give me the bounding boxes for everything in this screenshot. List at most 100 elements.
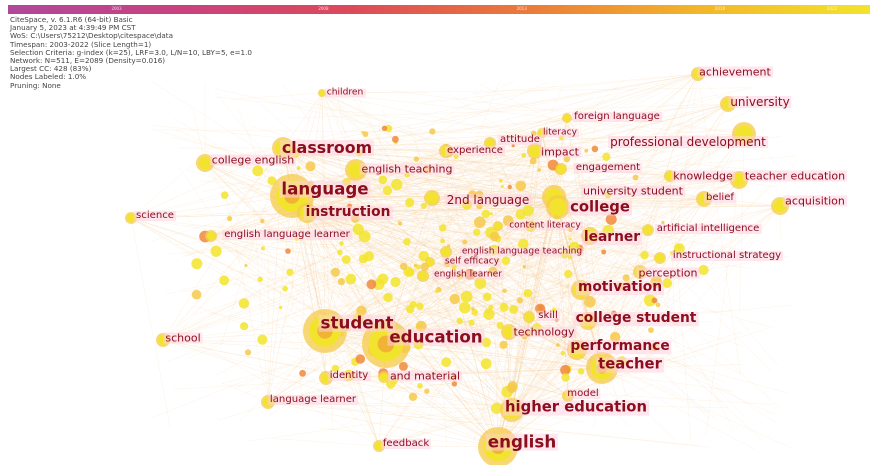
network-link [494,138,569,397]
keyword-label-belief[interactable]: belief [704,191,736,204]
network-node [473,228,481,236]
keyword-label-teacher[interactable]: teacher [596,355,664,373]
keyword-label-instruction[interactable]: instruction [303,204,393,221]
keyword-node-artificial-intelligence[interactable] [642,224,654,236]
network-link [231,168,562,297]
node-core [418,271,428,281]
keyword-label-technology[interactable]: technology [511,325,577,339]
network-link [234,179,740,389]
network-node [515,180,527,192]
keyword-label-teacher-education[interactable]: teacher education [742,169,848,183]
keyword-label-engagement[interactable]: engagement [573,161,643,174]
keyword-label-content-literacy[interactable]: content literacy [507,220,583,231]
keyword-label-model[interactable]: model [565,387,601,400]
network-link [511,289,582,411]
meta-source: WoS: C:\Users\75212\Desktop\citespace\da… [10,31,173,41]
network-link [541,86,564,134]
keyword-label-2nd-language[interactable]: 2nd language [444,193,532,207]
network-node [676,244,682,250]
network-node [521,152,527,158]
keyword-label-achievement[interactable]: achievement [697,65,773,79]
keyword-label-university[interactable]: university [728,95,792,109]
keyword-label-children[interactable]: children [324,87,366,98]
network-link [157,129,543,134]
keyword-node-self-efficacy[interactable] [425,257,435,267]
network-link [378,150,708,447]
keyword-label-english-teaching[interactable]: english teaching [359,162,455,176]
node-core [379,372,389,382]
keyword-label-professional-development[interactable]: professional development [608,135,768,149]
keyword-label-english-language-teaching[interactable]: english language teaching [459,246,585,257]
keyword-node-content-literacy[interactable] [493,221,503,231]
keyword-node-skill[interactable] [523,311,535,323]
keyword-node-impact[interactable] [527,143,543,159]
network-node [491,402,502,414]
keyword-label-language-learner[interactable]: language learner [267,393,359,406]
keyword-label-and-material[interactable]: and material [387,369,463,383]
keyword-label-education[interactable]: education [387,326,485,347]
keyword-node-2nd-language[interactable] [424,190,440,206]
keyword-node-english-language-learner[interactable] [205,230,217,242]
keyword-label-artificial-intelligence[interactable]: artificial intelligence [654,222,762,235]
network-link [194,305,385,378]
keyword-label-instructional-strategy[interactable]: instructional strategy [670,249,784,262]
keyword-label-perception[interactable]: perception [636,266,700,280]
network-link [325,377,499,448]
keyword-label-motivation[interactable]: motivation [575,279,665,296]
keyword-label-skill[interactable]: skill [536,309,560,322]
keyword-label-college-english[interactable]: college english [209,153,297,167]
keyword-node-foreign-language[interactable] [562,113,572,123]
keyword-label-learner[interactable]: learner [581,229,643,246]
network-node [362,131,369,138]
network-link [495,306,603,369]
network-node [244,264,248,267]
network-link [306,212,569,397]
keyword-label-performance[interactable]: performance [568,338,672,355]
network-link [474,103,729,171]
keyword-label-college[interactable]: college [568,198,632,216]
keyword-label-student[interactable]: student [318,312,396,333]
keyword-label-foreign-language[interactable]: foreign language [572,110,662,123]
keyword-node-and-material[interactable] [378,371,390,383]
keyword-node-engagement[interactable] [555,163,567,175]
network-link [130,217,603,369]
network-link [321,92,700,134]
network-link [431,197,447,448]
keyword-label-acquisition[interactable]: acquisition [783,194,847,208]
keyword-label-college-student[interactable]: college student [573,310,699,327]
network-link [222,382,269,403]
keyword-node-science[interactable] [125,212,137,224]
keyword-label-literacy[interactable]: literacy [541,127,579,138]
network-link [324,197,433,332]
keyword-label-university-student[interactable]: university student [581,184,685,198]
keyword-label-language[interactable]: language [279,178,371,199]
keyword-node-college-english[interactable] [196,154,214,172]
network-link [385,343,499,448]
keyword-label-knowledge[interactable]: knowledge [671,169,735,183]
keyword-label-english-learner[interactable]: english learner [432,269,504,280]
keyword-label-identity[interactable]: identity [327,369,371,382]
network-link [324,142,491,332]
network-link [325,367,603,379]
keyword-label-impact[interactable]: impact [539,145,581,159]
keyword-label-experience[interactable]: experience [445,144,505,157]
keyword-label-english-language-learner[interactable]: english language learner [222,228,352,241]
keyword-label-school[interactable]: school [163,331,203,345]
network-node [219,275,230,286]
keyword-node-college[interactable] [546,195,570,219]
meta-largest-cc: Largest CC: 428 (83%) [10,64,92,74]
network-node [651,297,658,304]
meta-date: January 5, 2023 at 4:39:49 PM CST [10,23,136,33]
keyword-label-english[interactable]: english [485,431,559,452]
keyword-node-english-language-teaching[interactable] [440,246,452,258]
keyword-label-attitude[interactable]: attitude [498,133,542,146]
keyword-label-self-efficacy[interactable]: self efficacy [442,256,502,267]
keyword-label-science[interactable]: science [134,209,176,222]
keyword-label-higher-education[interactable]: higher education [503,398,649,416]
keyword-node-english-learner[interactable] [417,270,429,282]
network-node [435,289,439,293]
keyword-node-instructional-strategy[interactable] [654,252,666,264]
keyword-label-classroom[interactable]: classroom [279,138,375,158]
keyword-label-feedback[interactable]: feedback [380,437,432,450]
keyword-node-children[interactable] [318,89,326,97]
